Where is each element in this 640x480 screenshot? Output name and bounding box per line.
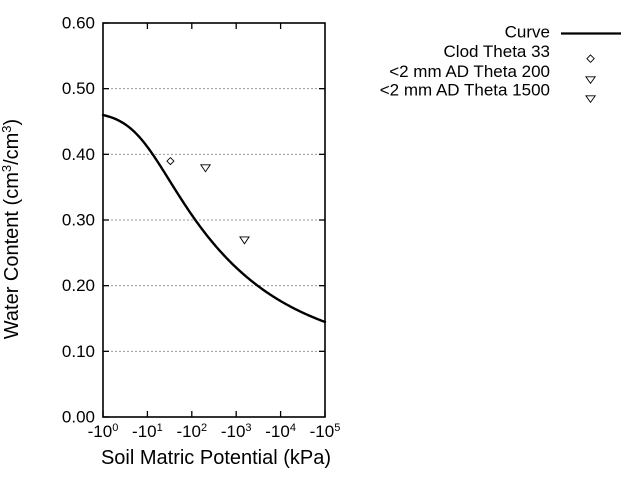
svg-text:-102: -102	[176, 422, 207, 441]
svg-text:0.10: 0.10	[62, 342, 95, 361]
svg-text:Clod Theta 33: Clod Theta 33	[444, 42, 550, 61]
svg-text:Soil Matric Potential (kPa): Soil Matric Potential (kPa)	[101, 447, 331, 469]
svg-text:0.20: 0.20	[62, 276, 95, 295]
svg-text:-104: -104	[265, 422, 296, 441]
svg-text:-103: -103	[221, 422, 252, 441]
svg-text:0.40: 0.40	[62, 145, 95, 164]
svg-text:-100: -100	[88, 422, 119, 441]
svg-text:0.30: 0.30	[62, 211, 95, 230]
svg-text:Curve: Curve	[505, 23, 550, 42]
svg-text:<2 mm AD Theta 200: <2 mm AD Theta 200	[389, 62, 550, 81]
svg-text:-101: -101	[132, 422, 163, 441]
svg-text:Water Content (cm3/cm3): Water Content (cm3/cm3)	[0, 119, 23, 339]
svg-text:-105: -105	[310, 422, 341, 441]
svg-text:0.60: 0.60	[62, 14, 95, 33]
svg-text:<2 mm AD Theta 1500: <2 mm AD Theta 1500	[380, 81, 550, 100]
svg-text:0.50: 0.50	[62, 79, 95, 98]
